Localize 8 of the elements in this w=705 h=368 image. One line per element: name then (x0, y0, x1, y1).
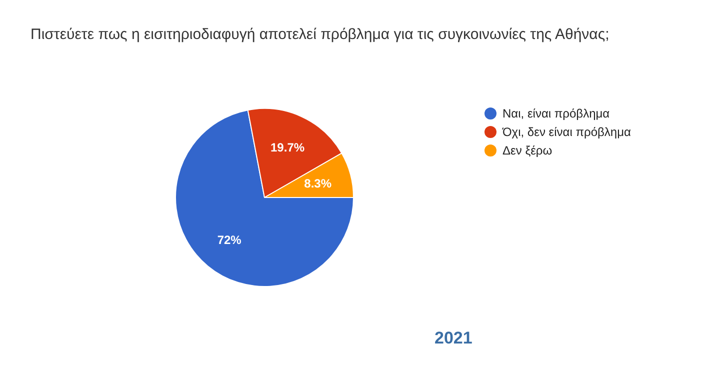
data-label: 19.7% (270, 140, 305, 154)
data-label: 72% (217, 233, 242, 248)
data-label: 8.3% (304, 176, 332, 190)
legend-label: Όχι, δεν είναι πρόβλημα (502, 125, 632, 139)
chart-title: Πιστεύετε πως η εισιτηριοδιαφυγή αποτελεί πρόβλημα για τις συγκοινωνίες της Αθήνας; (30, 26, 610, 43)
text: 2021 (434, 328, 472, 348)
legend-label: Δεν ξέρω (502, 144, 552, 158)
legend-label: Ναι, είναι πρόβλημα (502, 106, 610, 120)
